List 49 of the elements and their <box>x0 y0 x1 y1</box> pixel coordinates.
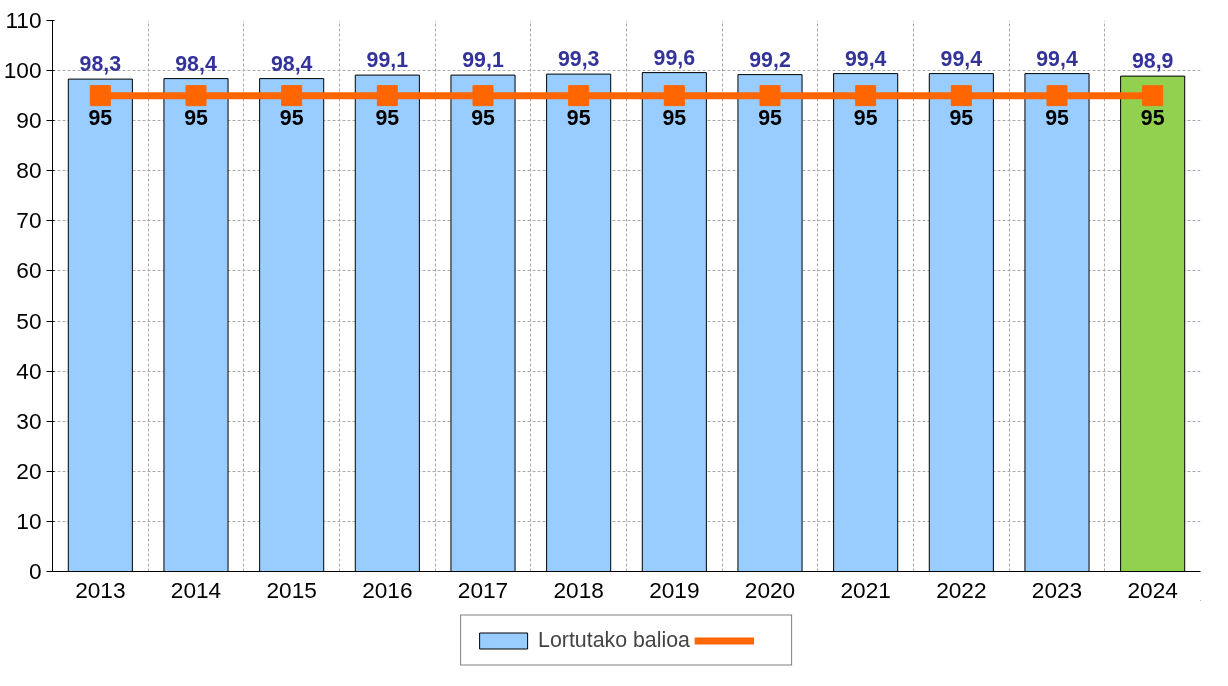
data-label: 95 <box>758 105 782 130</box>
y-tick-label: 60 <box>16 257 42 284</box>
data-label: 99,6 <box>653 45 696 70</box>
data-label: 95 <box>853 105 878 130</box>
y-tick-label: 90 <box>16 107 42 134</box>
x-tick-label: 2022 <box>936 576 987 603</box>
data-label: 99,1 <box>462 48 504 73</box>
data-label: 98,9 <box>1131 49 1174 74</box>
data-label: 98,3 <box>79 52 122 77</box>
x-tick-label: 2024 <box>1127 576 1178 603</box>
y-tick-label: 20 <box>16 457 42 484</box>
data-label: 99,4 <box>844 46 887 71</box>
y-tick-label: 50 <box>16 307 42 334</box>
data-label: 98,4 <box>175 51 217 76</box>
y-tick-label: 70 <box>16 207 42 234</box>
data-label: 99,3 <box>557 47 600 72</box>
data-label: 95 <box>279 105 304 130</box>
x-tick-label: 2018 <box>553 576 604 603</box>
y-tick-label: 30 <box>16 407 42 434</box>
data-label: 99,2 <box>749 47 791 72</box>
x-tick-label: 2015 <box>266 576 317 603</box>
legend-label: Lortutako balioa <box>538 627 690 653</box>
data-label: 95 <box>184 105 208 130</box>
data-label: 99,1 <box>366 48 409 73</box>
data-label: 95 <box>949 105 974 130</box>
data-label: 99,4 <box>940 46 983 71</box>
y-tick-label: 100 <box>3 57 42 84</box>
data-label: 95 <box>88 105 113 130</box>
data-label: 95 <box>1045 105 1069 130</box>
x-tick-label: 2021 <box>840 576 891 603</box>
data-label: 95 <box>1140 105 1165 130</box>
y-tick-label: 40 <box>16 357 42 384</box>
x-tick-label: 2017 <box>457 576 509 603</box>
y-tick-label: 110 <box>5 7 42 33</box>
x-tick-label: 2016 <box>362 576 413 603</box>
y-tick-label: 10 <box>16 507 42 534</box>
data-label: 95 <box>566 105 591 130</box>
data-label: 98,4 <box>270 51 313 76</box>
data-label: 95 <box>471 105 495 130</box>
data-label: 99,4 <box>1036 46 1078 71</box>
data-label: 95 <box>375 105 400 130</box>
x-tick-label: 2019 <box>649 576 700 603</box>
x-tick-label: 2013 <box>75 576 126 603</box>
data-label: 95 <box>662 105 687 130</box>
x-tick-label: 2023 <box>1031 576 1083 603</box>
y-tick-label: 0 <box>28 558 42 584</box>
x-tick-label: 2020 <box>744 576 796 603</box>
x-tick-label: 2014 <box>170 576 222 603</box>
y-tick-label: 80 <box>16 157 42 184</box>
